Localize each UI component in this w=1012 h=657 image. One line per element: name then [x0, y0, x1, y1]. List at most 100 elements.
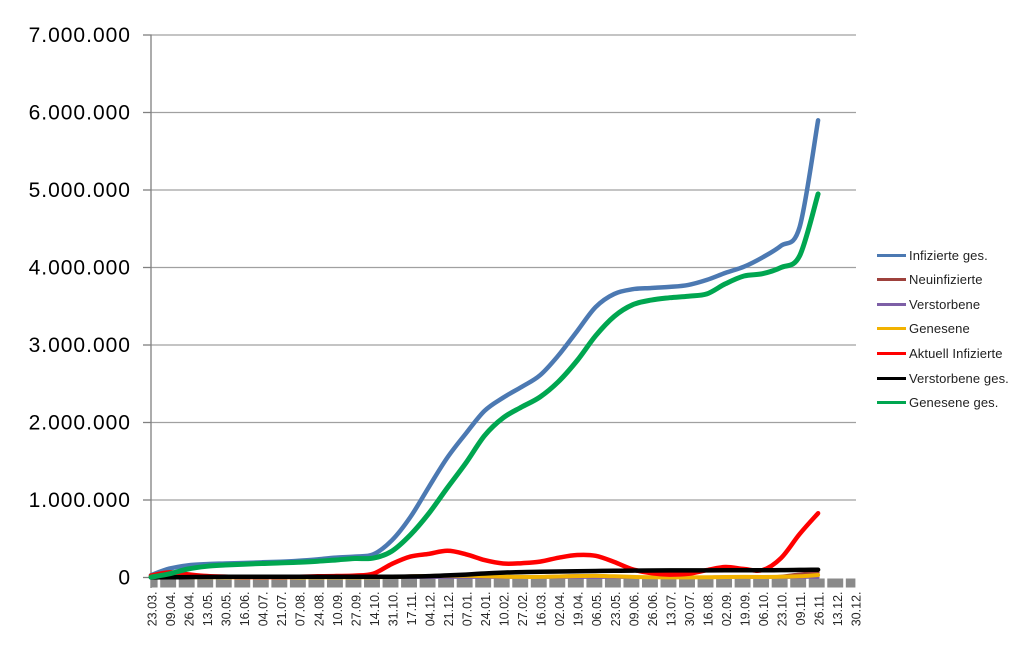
y-axis-label: 1.000.000: [29, 489, 131, 512]
x-axis-label: 04.07.: [257, 592, 271, 627]
tick-band-gap: [417, 578, 420, 588]
series-line-genesene-ges: [148, 191, 821, 580]
tick-band-gap: [305, 578, 309, 588]
tick-band-gap: [565, 578, 568, 588]
x-axis-label: 02.04.: [553, 592, 567, 627]
legend-item: Verstorbene ges.: [871, 370, 1009, 386]
x-axis-label: 14.10.: [368, 592, 382, 627]
tick-band-gap: [194, 578, 198, 588]
tick-band-gap: [361, 578, 365, 588]
tick-band-gap: [806, 578, 809, 588]
y-axis-label: 3.000.000: [29, 334, 131, 357]
tick-band-gap: [713, 578, 717, 588]
tick-band-gap: [342, 578, 346, 588]
y-axis-label: 7.000.000: [29, 24, 131, 47]
x-axis-label: 13.05.: [201, 592, 215, 627]
tick-band-gap: [157, 578, 161, 588]
x-axis-label: 19.04.: [572, 592, 586, 627]
tick-band-gap: [787, 578, 791, 588]
legend-swatch-line: [877, 327, 906, 331]
x-axis-label: 23.05.: [609, 592, 623, 627]
legend-label: Genesene: [909, 321, 970, 337]
tick-band-gap: [231, 578, 235, 588]
series-line-infizierte-ges: [148, 118, 821, 578]
x-axis-label: 24.08.: [312, 592, 326, 627]
x-axis-label: 09.11.: [794, 592, 808, 626]
tick-band-gap: [824, 578, 828, 588]
x-axis-label: 23.10.: [776, 592, 790, 627]
x-axis-label: 10.09.: [331, 592, 345, 627]
legend-item: Genesene ges.: [871, 395, 999, 411]
y-axis-label: 4.000.000: [29, 257, 131, 280]
tick-band-gap: [176, 578, 179, 588]
tick-band-gap: [491, 578, 494, 588]
x-axis-label: 27.09.: [349, 592, 363, 627]
legend-item: Neuinfizierte: [871, 272, 983, 288]
x-axis-label: 26.04.: [183, 592, 197, 627]
y-axis-label: 6.000.000: [29, 102, 131, 125]
x-axis-label: 13.12.: [831, 592, 845, 627]
x-axis-label: 16.08.: [701, 592, 715, 627]
tick-band-gap: [472, 578, 476, 588]
tick-band-gap: [268, 578, 272, 588]
tick-band-gap: [602, 578, 605, 588]
legend-label: Aktuell Infizierte: [909, 345, 1003, 361]
x-axis-label: 26.06.: [646, 592, 660, 627]
legend-item: Aktuell Infizierte: [871, 345, 1003, 361]
x-axis-label: 04.12.: [423, 592, 437, 627]
tick-band-gap: [769, 578, 772, 588]
x-axis-label: 10.02.: [498, 592, 512, 627]
x-axis-label: 26.11.: [813, 592, 827, 626]
x-axis-label: 24.01.: [479, 592, 493, 627]
tick-band-gap: [435, 578, 439, 588]
legend-item: Infizierte ges.: [871, 248, 988, 263]
x-axis-label: 31.10.: [386, 592, 400, 627]
y-axis-label: 2.000.000: [29, 412, 131, 435]
legend-swatch-line: [877, 278, 906, 282]
series-line-verstorbene-ges: [148, 567, 821, 580]
x-axis-label: 16.03.: [535, 592, 549, 627]
series-line-aktuell-infizierte: [148, 510, 821, 580]
x-axis-label: 30.07.: [683, 592, 697, 627]
x-axis-tick-band: [151, 578, 856, 588]
x-axis-label: 06.10.: [757, 592, 771, 627]
legend-item: Verstorbene: [871, 296, 981, 312]
legend-item: Genesene: [871, 321, 970, 337]
tick-band-gap: [324, 578, 327, 588]
x-axis-label: 09.04.: [164, 592, 178, 627]
x-axis-label: 07.08.: [294, 592, 308, 627]
x-axis-label: 27.02.: [516, 592, 530, 627]
x-axis-label: 21.12.: [442, 592, 456, 627]
legend-swatch-line: [877, 351, 906, 355]
tick-band-gap: [379, 578, 383, 588]
tick-band-gap: [454, 578, 457, 588]
tick-band-gap: [213, 578, 216, 588]
tick-band-gap: [639, 578, 642, 588]
x-axis-label: 06.05.: [590, 592, 604, 627]
legend-label: Genesene ges.: [909, 395, 999, 411]
x-axis-label: 17.11.: [405, 592, 419, 626]
x-axis-label: 21.07.: [275, 592, 289, 627]
legend-label: Neuinfizierte: [909, 272, 983, 288]
x-axis-label: 13.07.: [664, 592, 678, 627]
legend-label: Verstorbene: [909, 296, 981, 312]
y-axis-label: 5.000.000: [29, 179, 131, 202]
x-axis-label: 30.12.: [850, 592, 864, 627]
tick-band-gap: [509, 578, 513, 588]
tick-band-gap: [398, 578, 402, 588]
tick-band-gap: [528, 578, 531, 588]
legend-swatch-line: [877, 253, 906, 257]
tick-band-gap: [287, 578, 290, 588]
x-axis-label: 30.05.: [220, 592, 234, 627]
tick-band-gap: [583, 578, 587, 588]
legend-swatch-line: [877, 302, 906, 306]
legend-swatch-line: [877, 401, 906, 405]
x-axis-label: 23.03.: [146, 592, 160, 627]
y-axis-label: 0: [118, 567, 131, 590]
legend-label: Verstorbene ges.: [909, 370, 1009, 386]
tick-band-gap: [250, 578, 253, 588]
x-axis-label: 02.09.: [720, 592, 734, 627]
